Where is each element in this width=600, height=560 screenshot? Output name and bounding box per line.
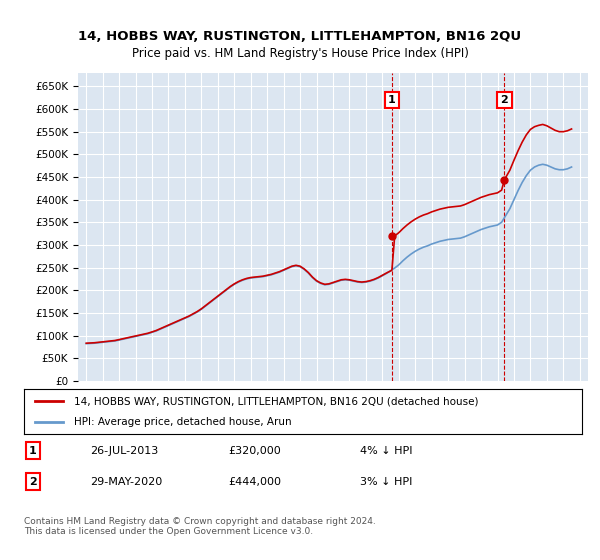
Text: 2: 2: [29, 477, 37, 487]
Text: 29-MAY-2020: 29-MAY-2020: [90, 477, 162, 487]
Text: £320,000: £320,000: [228, 446, 281, 456]
Text: 14, HOBBS WAY, RUSTINGTON, LITTLEHAMPTON, BN16 2QU: 14, HOBBS WAY, RUSTINGTON, LITTLEHAMPTON…: [79, 30, 521, 43]
Text: 2: 2: [500, 95, 508, 105]
Text: 1: 1: [388, 95, 396, 105]
Text: 14, HOBBS WAY, RUSTINGTON, LITTLEHAMPTON, BN16 2QU (detached house): 14, HOBBS WAY, RUSTINGTON, LITTLEHAMPTON…: [74, 396, 479, 407]
Text: 26-JUL-2013: 26-JUL-2013: [90, 446, 158, 456]
Text: 3% ↓ HPI: 3% ↓ HPI: [360, 477, 412, 487]
Text: HPI: Average price, detached house, Arun: HPI: Average price, detached house, Arun: [74, 417, 292, 427]
Text: Contains HM Land Registry data © Crown copyright and database right 2024.
This d: Contains HM Land Registry data © Crown c…: [24, 517, 376, 536]
Text: Price paid vs. HM Land Registry's House Price Index (HPI): Price paid vs. HM Land Registry's House …: [131, 46, 469, 60]
Text: 4% ↓ HPI: 4% ↓ HPI: [360, 446, 413, 456]
Text: £444,000: £444,000: [228, 477, 281, 487]
Text: 1: 1: [29, 446, 37, 456]
